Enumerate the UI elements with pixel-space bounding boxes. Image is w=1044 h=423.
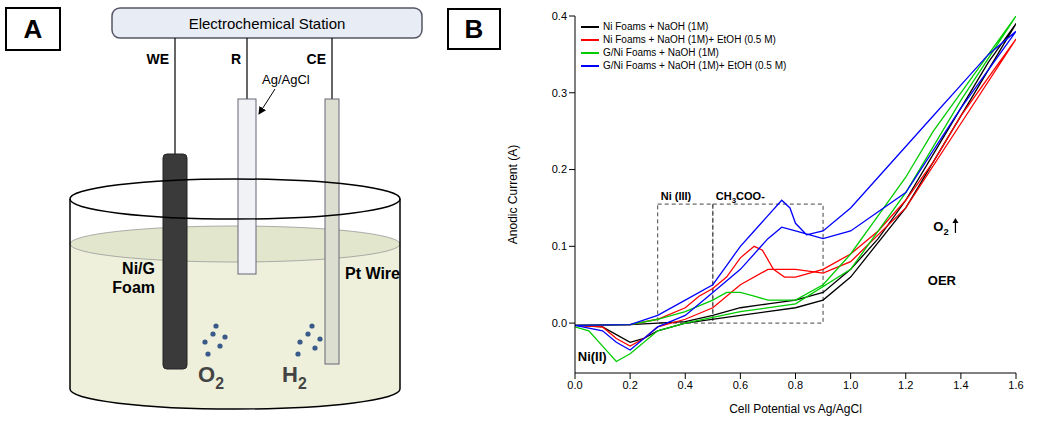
svg-text:CE: CE — [307, 51, 326, 67]
svg-text:0.0: 0.0 — [567, 379, 582, 391]
svg-text:H2: H2 — [282, 362, 307, 392]
svg-text:Ni/G: Ni/G — [122, 260, 155, 277]
svg-text:0.8: 0.8 — [788, 379, 803, 391]
svg-text:Ag/AgCl: Ag/AgCl — [262, 72, 310, 87]
svg-text:0.4: 0.4 — [678, 379, 693, 391]
svg-text:Ni (III): Ni (III) — [661, 190, 692, 202]
html-text:Ni Foams + NaOH (1M): Ni Foams + NaOH (1M) — [603, 21, 709, 32]
svg-text:WE: WE — [146, 51, 169, 67]
svg-text:Pt Wire: Pt Wire — [345, 265, 400, 282]
svg-text:0.6: 0.6 — [733, 379, 748, 391]
svg-text:R: R — [231, 51, 241, 67]
svg-text:0.1: 0.1 — [552, 240, 567, 252]
svg-text:1.2: 1.2 — [898, 379, 913, 391]
svg-text:0.0: 0.0 — [552, 317, 567, 329]
svg-text:O2: O2 — [198, 362, 224, 392]
svg-text:CH3COO-: CH3COO- — [716, 190, 765, 205]
svg-text:Foam: Foam — [112, 279, 155, 296]
svg-text:1.4: 1.4 — [953, 379, 968, 391]
svg-text:OER: OER — [928, 273, 957, 288]
svg-text:1.0: 1.0 — [843, 379, 858, 391]
svg-text:0.4: 0.4 — [552, 10, 567, 22]
svg-text:Electrochemical Station: Electrochemical Station — [189, 15, 346, 32]
svg-text:1.6: 1.6 — [1008, 379, 1023, 391]
svg-text:Cell Potential vs Ag/AgCl: Cell Potential vs Ag/AgCl — [729, 402, 862, 416]
svg-text:0.2: 0.2 — [622, 379, 637, 391]
svg-text:A: A — [24, 14, 43, 44]
html-text:Ni Foams + NaOH (1M)+ EtOH (0.: Ni Foams + NaOH (1M)+ EtOH (0.5 M) — [603, 34, 776, 45]
html-text:B: B — [464, 14, 484, 44]
svg-text:Ni(II): Ni(II) — [578, 349, 607, 364]
html-text:G/Ni Foams + NaOH (1M): G/Ni Foams + NaOH (1M) — [603, 47, 719, 58]
svg-text:0.2: 0.2 — [552, 163, 567, 175]
svg-text:0.3: 0.3 — [552, 87, 567, 99]
svg-text:O2: O2 — [933, 219, 948, 237]
svg-text:Anodic Current (A): Anodic Current (A) — [506, 145, 520, 244]
html-text:G/Ni Foams + NaOH (1M)+ EtOH (: G/Ni Foams + NaOH (1M)+ EtOH (0.5 M) — [603, 60, 787, 71]
